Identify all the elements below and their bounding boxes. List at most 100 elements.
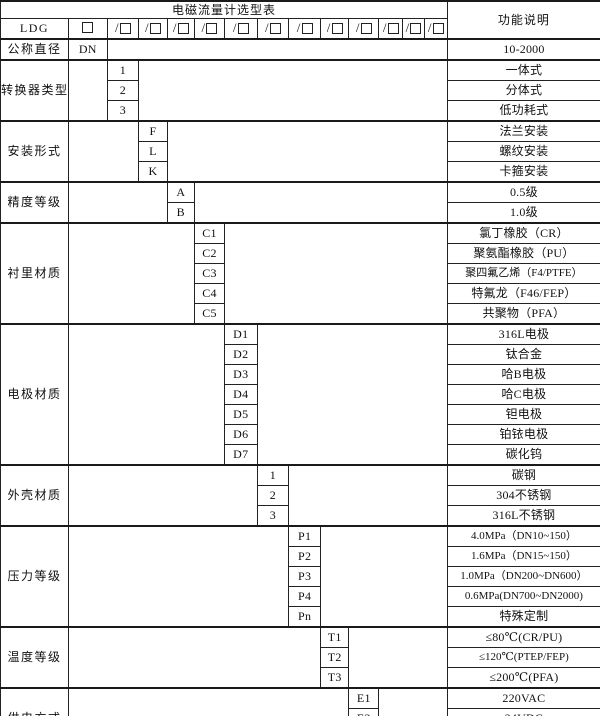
model-code-segment-10[interactable]: /	[348, 18, 380, 40]
filler-right-5	[224, 222, 448, 325]
spec-code-7-3[interactable]: 3	[256, 505, 290, 527]
spec-code-8-4[interactable]: P4	[288, 586, 322, 607]
spec-code-3-3[interactable]: K	[138, 161, 168, 183]
spec-code-7-2[interactable]: 2	[256, 485, 290, 506]
spec-code-4-1[interactable]: A	[166, 181, 196, 203]
code-square-2	[119, 22, 131, 34]
model-code-segment-11[interactable]: /	[378, 18, 404, 40]
spec-code-3-1[interactable]: F	[138, 120, 168, 142]
spec-desc-6-5: 钽电极	[446, 404, 600, 425]
spec-code-10-1[interactable]: E1	[348, 687, 380, 709]
filler-left-8	[67, 525, 290, 628]
spec-desc-8-3: 1.0MPa（DN200~DN600）	[446, 566, 600, 587]
spec-desc-10-1: 220VAC	[446, 687, 600, 709]
filler-left-9	[67, 626, 322, 689]
spec-code-8-1[interactable]: P1	[288, 525, 322, 547]
spec-row: P2 1.6MPa（DN15~150）	[1, 546, 600, 567]
spec-code-4-2[interactable]: B	[166, 202, 196, 224]
spec-code-6-7[interactable]: D7	[224, 444, 258, 466]
spec-code-6-5[interactable]: D5	[224, 404, 258, 425]
spec-code-2-2[interactable]: 2	[106, 80, 140, 101]
spec-code-2-1[interactable]: 1	[106, 59, 140, 81]
spec-code-10-2[interactable]: E2	[348, 708, 380, 716]
slash-separator-12: /	[405, 19, 410, 35]
spec-code-8-3[interactable]: P3	[288, 566, 322, 587]
filler-left-5	[67, 222, 196, 325]
spec-code-5-2[interactable]: C2	[194, 243, 226, 264]
spec-code-3-2[interactable]: L	[138, 141, 168, 162]
spec-code-6-2[interactable]: D2	[224, 344, 258, 365]
model-code-box-5: /	[201, 19, 218, 35]
code-square-3	[149, 22, 161, 34]
spec-code-7-1[interactable]: 1	[256, 464, 290, 486]
filler-left-10	[67, 687, 350, 716]
spec-row: P4 0.6MPa(DN700~DN2000)	[1, 586, 600, 607]
filler-right-9	[348, 626, 448, 689]
model-code-segment-4[interactable]: /	[166, 18, 196, 40]
code-square-12	[410, 22, 422, 34]
model-code-box-6: /	[233, 21, 249, 35]
spec-desc-5-2: 聚氨酯橡胶（PU）	[446, 243, 600, 264]
model-code-segment-13[interactable]: /	[423, 18, 448, 40]
spec-code-6-4[interactable]: D4	[224, 384, 258, 405]
spec-code-5-3[interactable]: C3	[194, 263, 226, 284]
spec-desc-6-2: 钛合金	[446, 344, 600, 365]
filler-left-2	[68, 59, 108, 122]
spec-code-9-2[interactable]: T2	[320, 647, 350, 668]
spec-code-6-1[interactable]: D1	[224, 323, 258, 345]
spec-code-5-5[interactable]: C5	[194, 303, 226, 325]
filler-left-3	[67, 120, 140, 183]
spec-row: D3 哈B电极	[1, 364, 600, 385]
model-code-segment-12[interactable]: /	[402, 18, 425, 40]
spec-desc-7-2: 304不锈钢	[446, 485, 600, 506]
filler-right-8	[320, 525, 448, 628]
spec-desc-6-3: 哈B电极	[446, 364, 600, 385]
model-code-segment-2[interactable]: /	[106, 18, 140, 40]
model-code-segment-1[interactable]	[68, 18, 108, 40]
model-code-segment-5[interactable]: /	[194, 18, 226, 40]
spec-desc-6-7: 碳化钨	[446, 444, 600, 466]
model-code-segment-3[interactable]: /	[138, 18, 168, 40]
filler-right-2	[138, 59, 448, 122]
slash-separator-5: /	[201, 19, 206, 35]
model-code-segment-9[interactable]: /	[320, 18, 350, 40]
model-prefix: LDG	[0, 18, 69, 40]
spec-desc-5-4: 特氟龙（F46/FEP）	[446, 283, 600, 304]
spec-label-3: 安装形式	[0, 120, 69, 183]
slash-separator-3: /	[144, 19, 149, 35]
spec-desc-8-4: 0.6MPa(DN700~DN2000)	[446, 586, 600, 607]
code-square-4	[177, 22, 189, 34]
spec-code-8-2[interactable]: P2	[288, 546, 322, 567]
spec-code-9-1[interactable]: T1	[320, 626, 350, 648]
spec-desc-8-2: 1.6MPa（DN15~150）	[446, 546, 600, 567]
spec-row: D7 碳化钨	[1, 444, 600, 466]
model-code-segment-7[interactable]: /	[256, 18, 290, 40]
spec-desc-10-2: 24VDC	[446, 708, 600, 716]
code-square-11	[387, 22, 399, 34]
filler-right-6	[256, 323, 448, 466]
spec-code-5-1[interactable]: C1	[194, 222, 226, 244]
spec-row: 供电方式 E1 220VAC	[0, 687, 600, 716]
spec-label-4: 精度等级	[0, 181, 69, 224]
spec-row: 2 分体式	[1, 80, 600, 101]
model-code-box-12: /	[405, 19, 422, 35]
spec-code-6-6[interactable]: D6	[224, 424, 258, 445]
spec-row: 精度等级 A 0.5级	[0, 181, 600, 224]
spec-code-9-3[interactable]: T3	[320, 667, 350, 689]
spec-desc-5-5: 共聚物（PFA）	[446, 303, 600, 325]
spec-desc-3-3: 卡箍安装	[446, 161, 600, 183]
spec-code-8-5[interactable]: Pn	[288, 606, 322, 628]
spec-desc-3-1: 法兰安装	[446, 120, 600, 142]
slash-separator-8: /	[296, 19, 301, 35]
model-code-segment-8[interactable]: /	[288, 18, 322, 40]
spec-label-7: 外壳材质	[0, 464, 69, 527]
spec-code-1-1[interactable]: DN	[68, 38, 108, 61]
spec-row: 温度等级 T1 ≤80℃(CR/PU)	[0, 626, 600, 689]
spec-code-2-3[interactable]: 3	[106, 100, 140, 122]
spec-code-6-3[interactable]: D3	[224, 364, 258, 385]
filler-right-10	[378, 687, 448, 716]
spec-code-5-4[interactable]: C4	[194, 283, 226, 304]
model-code-segment-6[interactable]: /	[224, 18, 258, 40]
